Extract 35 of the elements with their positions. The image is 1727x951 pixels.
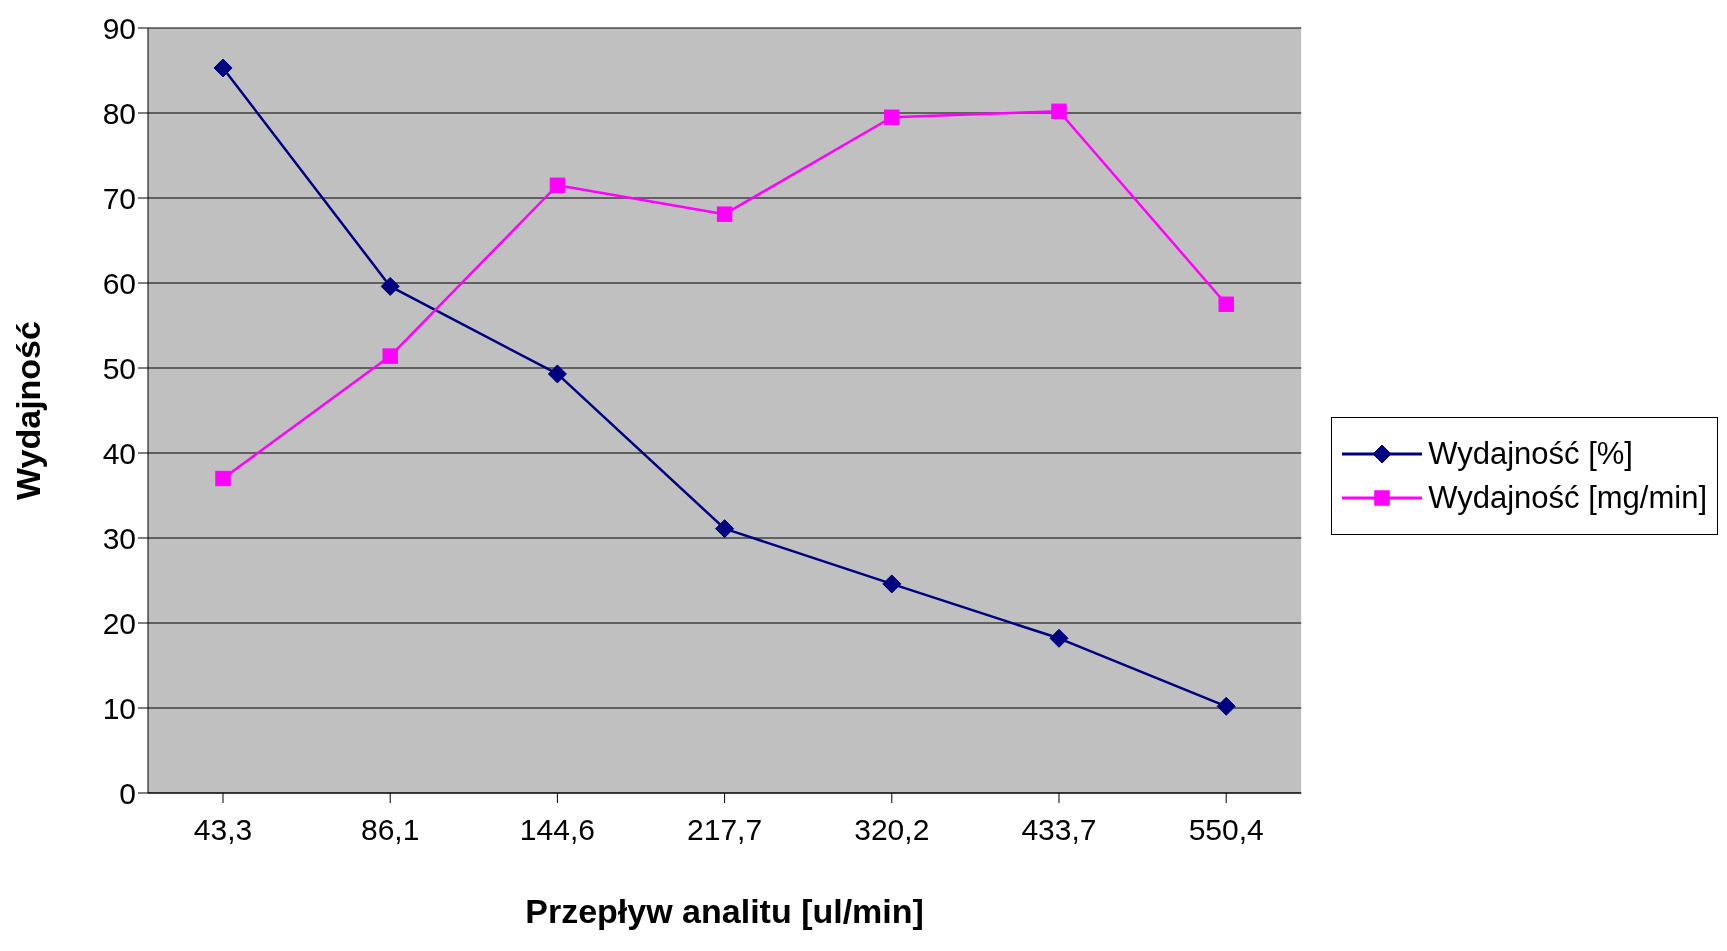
- point: [884, 109, 900, 125]
- y-tick-label: 40: [102, 436, 136, 470]
- y-axis-title: Wydajność: [9, 321, 48, 500]
- point: [882, 574, 902, 594]
- point: [547, 364, 567, 384]
- y-tick-label: 0: [119, 776, 136, 810]
- legend-label: Wydajność [mg/min]: [1428, 479, 1707, 516]
- y-tick-label: 20: [102, 606, 136, 640]
- point: [213, 58, 233, 78]
- x-tick-label: 144,6: [519, 813, 595, 847]
- x-tick-label: 550,4: [1188, 813, 1264, 847]
- legend-label: Wydajność [%]: [1428, 435, 1633, 472]
- y-tick-label: 80: [102, 96, 136, 130]
- point: [1218, 296, 1234, 312]
- y-tick-label: 70: [102, 181, 136, 215]
- point: [380, 276, 400, 296]
- point: [215, 470, 231, 487]
- point: [715, 519, 735, 539]
- point: [382, 348, 398, 364]
- x-axis-title: Przepływ analitu [ul/min]: [525, 892, 924, 930]
- x-tick-label: 43,3: [193, 813, 253, 847]
- y-tick-label: 10: [102, 691, 136, 725]
- y-tick-label: 60: [102, 266, 136, 300]
- x-tick-label: 320,2: [854, 813, 930, 847]
- y-tick-label: 50: [102, 351, 136, 385]
- point: [549, 177, 566, 193]
- x-tick-label: 86,1: [361, 813, 420, 847]
- point: [716, 206, 733, 222]
- y-tick-label: 90: [102, 11, 136, 45]
- point: [1216, 696, 1236, 716]
- x-tick-label: 433,7: [1021, 813, 1097, 847]
- point: [1049, 628, 1069, 648]
- point: [1051, 103, 1067, 119]
- y-tick-label: 30: [102, 521, 136, 555]
- x-tick-label: 217,7: [687, 813, 763, 847]
